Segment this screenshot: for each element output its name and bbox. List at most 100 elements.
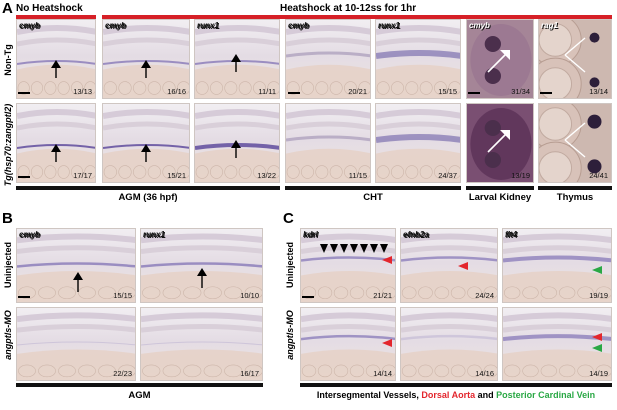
ratio-label: 13/22	[257, 171, 276, 180]
gene-label: runx1	[144, 231, 166, 240]
bar-agm-36hpf	[16, 186, 280, 190]
label-part-isv: Intersegmental Vessels,	[316, 390, 422, 400]
ratio-label: 17/17	[73, 171, 92, 180]
label-agm-b: AGM	[128, 390, 151, 401]
red-bar-no-heatshock	[16, 15, 96, 19]
panel-a-image-r1-c5: runx1 15/15	[375, 19, 461, 99]
panel-b-image-r2-c1: 22/23	[16, 307, 136, 381]
panel-a-image-r2-c4: 11/15	[285, 103, 371, 183]
ratio-label: 15/21	[167, 171, 186, 180]
panel-a-image-r1-c1: cmyb 13/13	[16, 19, 96, 99]
gene-label: rag1	[542, 22, 559, 31]
white-arrow-thymus	[564, 122, 586, 158]
arrow-marker-b	[197, 268, 207, 288]
white-arrow-kidney	[487, 50, 510, 73]
red-arrowhead-da	[592, 333, 602, 341]
panel-a-image-r2-c6: 13/19	[466, 103, 534, 183]
panel-a-letter: A	[2, 0, 13, 17]
panel-a-image-r1-c6: cmyb 31/34	[466, 19, 534, 99]
gene-label: kdrl	[303, 230, 318, 239]
ratio-label: 14/16	[475, 369, 494, 378]
gene-label: runx1	[197, 21, 219, 30]
row-label-c-morphant: angptls-MO	[285, 310, 295, 360]
label-part-pcv: Posterior Cardinal Vein	[496, 390, 596, 400]
panel-a-image-r2-c7: 24/41	[538, 103, 612, 183]
green-arrowhead-pcv	[592, 266, 602, 274]
ratio-label: 21/21	[373, 291, 392, 300]
panel-a-image-r2-c5: 24/37	[375, 103, 461, 183]
header-no-heatshock: No Heatshock	[16, 3, 83, 14]
row-label-non-tg: Non-Tg	[3, 44, 13, 76]
scale-bar	[18, 176, 30, 178]
label-agm-36hpf: AGM (36 hpf)	[118, 192, 178, 203]
gene-label: runx1	[379, 22, 401, 31]
gene-label: flt4	[505, 230, 517, 239]
ratio-label: 11/11	[258, 87, 276, 96]
panel-a-image-r1-c7: rag1 13/14	[538, 19, 612, 99]
ratio-label: 31/34	[511, 87, 530, 96]
gene-label: cmyb	[289, 22, 310, 31]
label-vessels-c: Intersegmental Vessels, Dorsal Aorta and…	[300, 390, 612, 400]
panel-a-image-r2-c2: 15/21	[102, 103, 190, 183]
ratio-label: 20/21	[348, 87, 367, 96]
white-arrow-thymus	[564, 37, 586, 73]
panel-b-image-r1-c2: runx1 10/10	[140, 228, 263, 303]
gene-label: runx1	[143, 230, 165, 239]
ratio-label: 14/19	[589, 369, 608, 378]
panel-b-letter: B	[2, 210, 13, 227]
white-arrow-kidney	[487, 130, 510, 153]
ratio-label: 16/16	[167, 87, 186, 96]
gene-label: rag1	[541, 21, 558, 30]
gene-label: kdrl	[304, 231, 319, 240]
bar-agm-b	[16, 383, 263, 387]
scale-bar	[302, 296, 314, 298]
red-arrowhead-da	[382, 256, 392, 264]
ratio-label: 13/14	[589, 87, 608, 96]
ratio-label: 19/19	[589, 291, 608, 300]
ratio-label: 16/17	[240, 369, 259, 378]
bar-thymus	[538, 186, 612, 190]
panel-a-image-r1-c2: cmyb 16/16	[102, 19, 190, 99]
panel-c-image-r1-c2: efnb2a 24/24	[400, 228, 498, 303]
scale-bar	[540, 92, 552, 94]
red-arrowhead-da	[382, 339, 392, 347]
label-part-and: and	[475, 390, 497, 400]
isv-arrowheads	[320, 244, 388, 253]
arrow-marker-b	[73, 272, 83, 292]
ratio-label: 24/24	[475, 291, 494, 300]
ratio-label: 24/37	[438, 171, 457, 180]
gene-label: cmyb	[20, 231, 41, 240]
panel-a-image-r2-c1: 17/17	[16, 103, 96, 183]
label-part-da: Dorsal Aorta	[421, 390, 476, 400]
ratio-label: 13/13	[73, 87, 92, 96]
scale-bar	[288, 92, 300, 94]
panel-c-image-r1-c3: flt4 19/19	[502, 228, 612, 303]
scale-bar	[18, 296, 30, 298]
row-label-b-uninjected: Uninjected	[3, 242, 13, 289]
gene-label: cmyb	[106, 22, 127, 31]
row-label-b-morphant: angptls-MO	[3, 310, 13, 360]
row-label-c-uninjected: Uninjected	[285, 242, 295, 289]
label-cht: CHT	[363, 192, 383, 203]
scale-bar	[18, 92, 30, 94]
gene-label: cmyb	[19, 21, 40, 30]
panel-c-image-r2-c2: 14/16	[400, 307, 498, 381]
ratio-label: 14/14	[373, 369, 392, 378]
panel-c-image-r2-c3: 14/19	[502, 307, 612, 381]
gene-label: flt4	[506, 231, 518, 240]
gene-label: cmyb	[470, 22, 491, 31]
gene-label: runx1	[378, 21, 400, 30]
ratio-label: 10/10	[240, 291, 259, 300]
gene-label: cmyb	[105, 21, 126, 30]
gene-label: efnb2a	[403, 230, 429, 239]
bar-cht	[285, 186, 461, 190]
label-larval-kidney: Larval Kidney	[468, 192, 532, 203]
header-heatshock: Heatshock at 10-12ss for 1hr	[280, 3, 417, 14]
bar-larval-kidney	[466, 186, 534, 190]
panel-b-image-r2-c2: 16/17	[140, 307, 263, 381]
label-thymus: Thymus	[556, 192, 594, 203]
panel-b-image-r1-c1: cmyb 15/15	[16, 228, 136, 303]
gene-label: runx1	[198, 22, 220, 31]
gene-label: cmyb	[469, 21, 490, 30]
green-arrowhead-pcv	[592, 344, 602, 352]
